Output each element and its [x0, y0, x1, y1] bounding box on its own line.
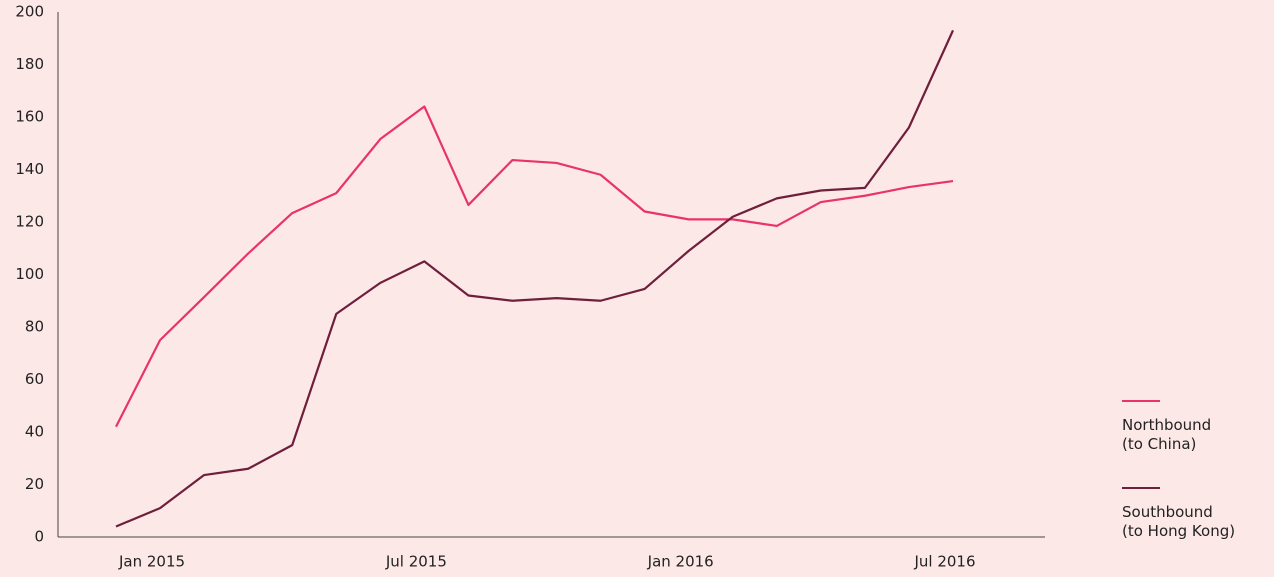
y-tick-label: 180 — [15, 55, 44, 73]
x-tick-label: Jan 2015 — [118, 553, 185, 571]
y-tick-label: 140 — [15, 160, 44, 178]
y-tick-label: 200 — [15, 3, 44, 21]
y-tick-label: 100 — [15, 265, 44, 283]
y-tick-label: 0 — [34, 528, 44, 546]
y-tick-label: 40 — [25, 423, 44, 441]
x-tick-label: Jul 2016 — [913, 553, 975, 571]
line-series — [115, 29, 955, 528]
legend-label: Southbound (to Hong Kong) — [1122, 503, 1236, 540]
y-tick-label: 120 — [15, 213, 44, 231]
legend-swatch — [1122, 487, 1160, 489]
x-tick-label: Jul 2015 — [385, 553, 447, 571]
legend-swatch — [1122, 400, 1160, 402]
line-series — [115, 105, 954, 428]
x-tick-label: Jan 2016 — [647, 553, 714, 571]
y-tick-label: 80 — [25, 318, 44, 336]
y-tick-label: 60 — [25, 370, 44, 388]
legend-label: Northbound (to China) — [1122, 416, 1212, 453]
y-tick-label: 20 — [25, 475, 44, 493]
y-tick-label: 160 — [15, 108, 44, 126]
